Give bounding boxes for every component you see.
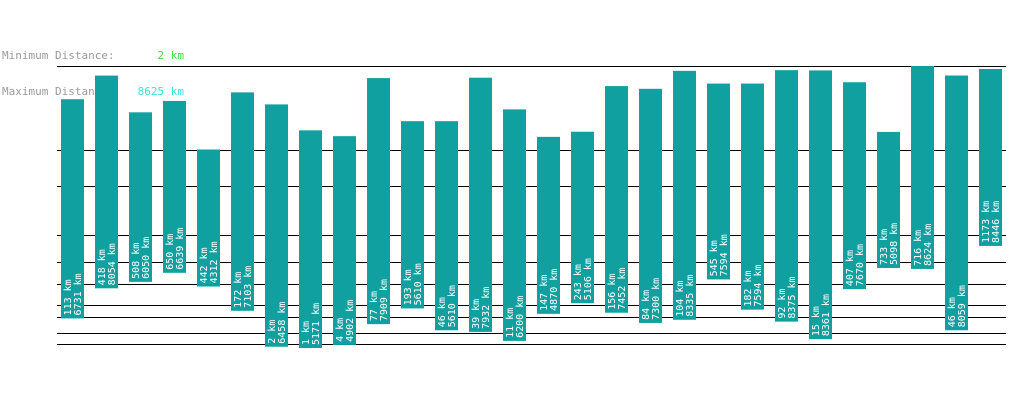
min-label-21: 92 km bbox=[777, 289, 788, 319]
min-label-17: 84 km bbox=[641, 290, 652, 320]
min-label-0: 113 km bbox=[63, 279, 74, 315]
min-distance-label: Minimum Distance: bbox=[2, 49, 115, 62]
max-label-0: 6731 km bbox=[73, 273, 84, 315]
bar-10 bbox=[401, 121, 424, 309]
min-label-3: 650 km bbox=[165, 234, 176, 270]
max-label-16: 7452 km bbox=[617, 268, 628, 310]
max-label-27: 8446 km bbox=[991, 201, 1002, 243]
min-label-10: 193 km bbox=[403, 269, 414, 305]
bar-12 bbox=[469, 77, 492, 332]
bar-22 bbox=[809, 70, 832, 340]
max-label-12: 7932 km bbox=[481, 287, 492, 329]
min-label-8: 4 km bbox=[335, 318, 346, 342]
bar-26 bbox=[945, 75, 968, 331]
max-label-10: 5610 km bbox=[413, 263, 424, 305]
min-label-23: 407 km bbox=[845, 250, 856, 286]
max-label-17: 7300 km bbox=[651, 278, 662, 320]
max-label-9: 7909 km bbox=[379, 279, 390, 321]
bar-27 bbox=[979, 68, 1002, 246]
bar-18 bbox=[673, 70, 696, 320]
bar-17 bbox=[639, 88, 662, 323]
min-label-9: 77 km bbox=[369, 291, 380, 321]
max-label-2: 6050 km bbox=[141, 237, 152, 279]
bar-6 bbox=[265, 104, 288, 347]
max-label-19: 7594 km bbox=[719, 234, 730, 276]
min-label-22: 15 km bbox=[811, 306, 822, 336]
max-label-21: 8375 km bbox=[787, 276, 798, 318]
legend-min-row: Minimum Distance: 2 km bbox=[2, 50, 184, 62]
max-label-3: 6639 km bbox=[175, 228, 186, 270]
max-label-23: 7670 km bbox=[855, 244, 866, 286]
min-label-19: 545 km bbox=[709, 240, 720, 276]
min-label-1: 418 km bbox=[97, 249, 108, 285]
bar-2 bbox=[129, 112, 152, 282]
max-distance-value: 8625 km bbox=[137, 85, 184, 98]
max-label-6: 6458 km bbox=[277, 302, 288, 344]
bar-23 bbox=[843, 82, 866, 290]
min-label-6: 2 km bbox=[267, 320, 278, 344]
min-label-18: 104 km bbox=[675, 281, 686, 317]
min-label-12: 39 km bbox=[471, 299, 482, 329]
max-label-22: 8361 km bbox=[821, 294, 832, 336]
bar-20 bbox=[741, 83, 764, 310]
min-distance-value: 2 km bbox=[157, 49, 185, 62]
max-label-14: 4870 km bbox=[549, 269, 560, 311]
bar-19 bbox=[707, 83, 730, 280]
bar-5 bbox=[231, 92, 254, 311]
bar-21 bbox=[775, 70, 798, 322]
bar-8 bbox=[333, 136, 356, 345]
min-label-13: 11 km bbox=[505, 308, 516, 338]
min-label-20: 182 km bbox=[743, 271, 754, 307]
bar-25 bbox=[911, 66, 934, 269]
max-label-18: 8335 km bbox=[685, 275, 696, 317]
bar-16 bbox=[605, 86, 628, 313]
max-label-5: 7103 km bbox=[243, 266, 254, 308]
bar-7 bbox=[299, 130, 322, 348]
bar-3 bbox=[163, 100, 186, 273]
bar-13 bbox=[503, 109, 526, 341]
min-label-7: 1 km bbox=[301, 321, 312, 345]
min-label-4: 442 km bbox=[199, 247, 210, 283]
max-label-11: 5610 km bbox=[447, 285, 458, 327]
min-label-26: 46 km bbox=[947, 297, 958, 327]
max-label-26: 8059 km bbox=[957, 285, 968, 327]
min-label-15: 243 km bbox=[573, 264, 584, 300]
max-label-8: 4902 km bbox=[345, 300, 356, 342]
max-label-7: 5171 km bbox=[311, 303, 322, 345]
min-label-16: 156 km bbox=[607, 274, 618, 310]
bar-9 bbox=[367, 78, 390, 325]
max-label-15: 5106 km bbox=[583, 258, 594, 300]
min-label-27: 1173 km bbox=[981, 201, 992, 243]
bar-24 bbox=[877, 131, 900, 268]
max-label-24: 5098 km bbox=[889, 223, 900, 265]
min-label-14: 147 km bbox=[539, 275, 550, 311]
min-label-5: 172 km bbox=[233, 272, 244, 308]
min-label-2: 508 km bbox=[131, 243, 142, 279]
bar-0 bbox=[61, 99, 84, 319]
max-label-1: 8054 km bbox=[107, 243, 118, 285]
max-label-20: 7594 km bbox=[753, 265, 764, 307]
bar-15 bbox=[571, 131, 594, 304]
max-label-25: 8624 km bbox=[923, 224, 934, 266]
min-label-11: 46 km bbox=[437, 297, 448, 327]
max-label-13: 6200 km bbox=[515, 296, 526, 338]
min-label-24: 733 km bbox=[879, 229, 890, 265]
min-label-25: 716 km bbox=[913, 230, 924, 266]
bar-11 bbox=[435, 121, 458, 331]
bar-1 bbox=[95, 75, 118, 289]
bar-14 bbox=[537, 136, 560, 314]
max-label-4: 4312 km bbox=[209, 241, 220, 283]
bar-4 bbox=[197, 149, 220, 287]
